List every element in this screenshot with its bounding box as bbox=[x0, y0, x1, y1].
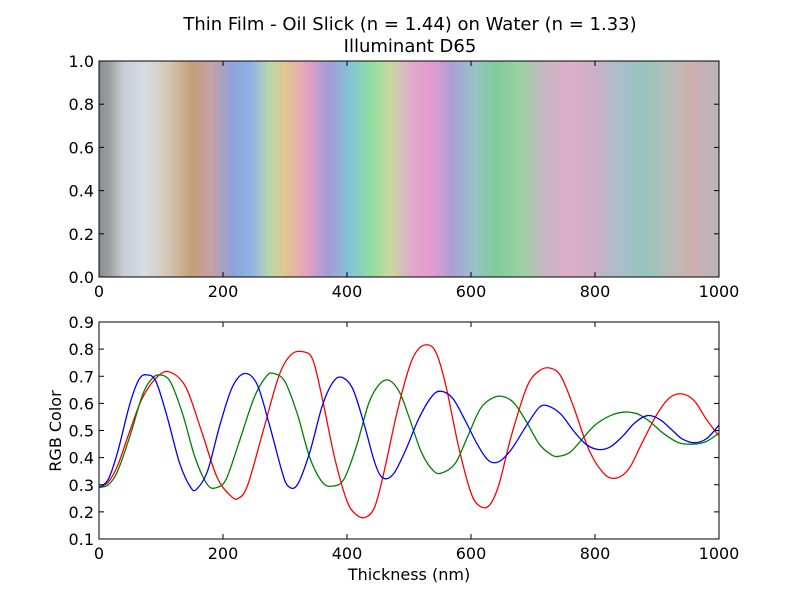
line-plot-axes: 0 200 400 600 800 1000 0.1 0.2 0.3 0.4 0.5 0.6 0.7 0.… bbox=[69, 313, 740, 563]
line-plot-x-tick-label: 400 bbox=[332, 544, 363, 563]
strip-x-tick-label: 200 bbox=[208, 282, 239, 301]
line-plot-x-tick-label: 600 bbox=[456, 544, 487, 563]
line-plot-x-tick-label: 0 bbox=[94, 544, 104, 563]
strip-x-tick-label: 800 bbox=[580, 282, 611, 301]
blue-channel-line bbox=[98, 372, 720, 492]
color-strip bbox=[99, 61, 719, 277]
green-channel-line bbox=[98, 372, 720, 489]
strip-y-tick-label: 1.0 bbox=[69, 52, 94, 71]
line-plot-x-tick-label: 1000 bbox=[699, 544, 740, 563]
strip-x-tick-label: 600 bbox=[456, 282, 487, 301]
line-plot-y-tick-label: 0.1 bbox=[69, 530, 94, 549]
strip-y-tick-label: 0.4 bbox=[69, 182, 94, 201]
line-plot-y-tick-label: 0.4 bbox=[69, 449, 94, 468]
red-channel-line bbox=[98, 344, 720, 519]
chart-subtitle: Illuminant D65 bbox=[344, 36, 477, 57]
color-strip-panel: 0 200 400 600 800 1000 0.0 0.2 0.4 0.6 0.8 1.0 bbox=[69, 52, 740, 301]
line-plot-x-tick-label: 800 bbox=[580, 544, 611, 563]
rgb-line-panel: 0 200 400 600 800 1000 0.1 0.2 0.3 0.4 0.5 0.6 0.7 0.… bbox=[46, 313, 739, 584]
line-plot-y-tick-label: 0.3 bbox=[69, 476, 94, 495]
rgb-lines bbox=[98, 344, 720, 519]
line-plot-y-tick-label: 0.2 bbox=[69, 503, 94, 522]
y-axis-label: RGB Color bbox=[46, 390, 65, 472]
strip-y-tick-label: 0.8 bbox=[69, 95, 94, 114]
strip-y-tick-label: 0.6 bbox=[69, 138, 94, 157]
color-strip-axes: 0 200 400 600 800 1000 0.0 0.2 0.4 0.6 0.8 1.0 bbox=[69, 52, 740, 301]
line-plot-y-tick-label: 0.6 bbox=[69, 394, 94, 413]
line-plot-x-tick-label: 200 bbox=[208, 544, 239, 563]
strip-x-tick-label: 0 bbox=[94, 282, 104, 301]
strip-x-tick-label: 400 bbox=[332, 282, 363, 301]
chart-title: Thin Film - Oil Slick (n = 1.44) on Wate… bbox=[182, 14, 636, 35]
strip-y-tick-label: 0.0 bbox=[69, 268, 94, 287]
color-strip-frame bbox=[98, 60, 720, 278]
strip-x-tick-label: 1000 bbox=[699, 282, 740, 301]
strip-y-tick-label: 0.2 bbox=[69, 225, 94, 244]
line-plot-y-tick-label: 0.7 bbox=[69, 367, 94, 386]
line-plot-y-tick-label: 0.9 bbox=[69, 313, 94, 332]
x-axis-label: Thickness (nm) bbox=[347, 565, 470, 584]
line-plot-y-tick-label: 0.5 bbox=[69, 422, 94, 441]
line-plot-y-tick-label: 0.8 bbox=[69, 340, 94, 359]
line-plot-frame bbox=[98, 321, 720, 540]
